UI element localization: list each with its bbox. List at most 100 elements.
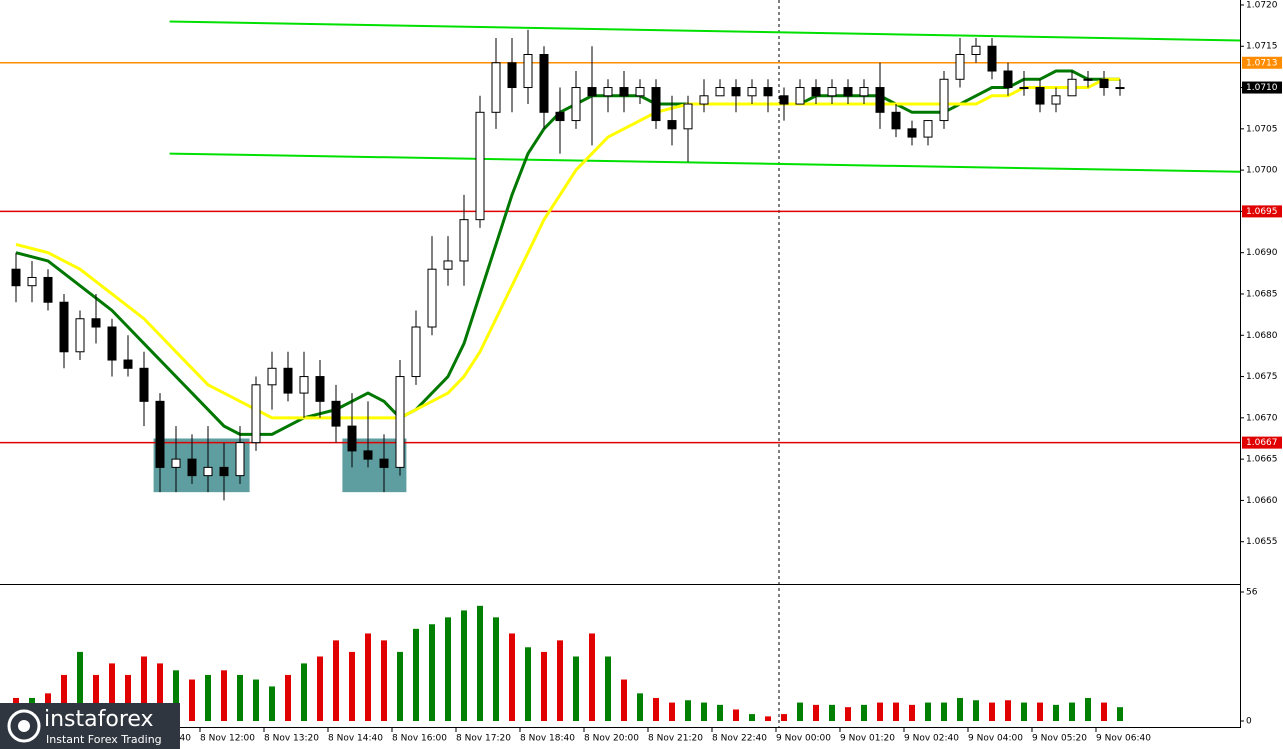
x-tick-label: 9 Nov 01:20 [840,734,895,744]
x-tick-label: 9 Nov 05:20 [1032,734,1087,744]
candle-body [475,111,485,221]
volume-bar [957,697,963,721]
y-tick-label: 1.0665 [1246,455,1278,465]
volume-tick-label: 56 [1246,588,1258,598]
candle-body [283,367,293,394]
candle-body [587,87,597,97]
volume-bar [685,700,691,721]
zone [153,438,250,493]
volume-bar [781,714,787,721]
candle-body [187,458,197,477]
candle-body [555,111,565,122]
volume-bar [1085,697,1091,721]
candle-body [955,54,965,80]
x-tick-label: 8 Nov 16:00 [392,734,447,744]
volume-bar [61,674,67,721]
volume-bar [397,651,403,721]
volume-bar [365,633,371,721]
candle-body [379,458,389,468]
candle-body [795,87,805,105]
candle-body [683,103,693,130]
logo-tagline: Instant Forex Trading [46,733,162,746]
volume-bar [733,709,739,721]
level-label-bg [1242,56,1282,69]
volume-bar [797,702,803,721]
x-tick-label: 8 Nov 12:00 [200,734,255,744]
level-label-bg [1242,436,1282,449]
volume-bar [749,714,755,721]
candle-body [987,45,997,72]
volume-bar [141,656,147,721]
candle-body [971,45,981,56]
volume-bar [77,651,83,721]
candle-body [1051,95,1061,105]
candle-body [507,62,517,89]
candle-body [843,87,853,97]
candle-body [331,400,341,427]
candle-body [1067,78,1077,97]
y-tick-label: 1.0720 [1246,0,1278,10]
candle-body [699,95,709,105]
volume-bar [1069,702,1075,721]
x-tick-label: 9 Nov 06:40 [1096,734,1151,744]
candle-body [427,268,437,328]
candle-body [1099,78,1109,89]
candle-body [443,260,453,270]
volume-bar [925,702,931,721]
y-tick-label: 1.0715 [1246,42,1278,52]
x-tick-label: 9 Nov 00:00 [776,734,831,744]
candle-body [1035,87,1045,105]
candle-body [891,111,901,130]
level-label-bg [1242,205,1282,218]
candle-body [219,466,229,477]
candle-body [763,87,773,97]
volume-bar [477,605,483,721]
x-tick-label: 8 Nov 22:40 [712,734,767,744]
volume-bar [541,651,547,721]
candle-body [619,87,629,97]
volume-bar [845,707,851,721]
volume-bar [605,656,611,721]
y-tick-label: 1.0685 [1246,289,1278,299]
volume-bar [509,633,515,721]
volume-bar [461,610,467,721]
candle-body [91,318,101,328]
level-label: 1.0667 [1246,438,1278,448]
volume-bar [893,702,899,721]
volume-bar [717,704,723,721]
volume-bar [701,702,707,721]
candle-body [923,120,933,138]
volume-bar [413,628,419,721]
volume-bar [429,624,435,721]
candle-body [267,367,277,386]
volume-bar [621,679,627,721]
logo-icon [7,709,41,743]
candle-body [235,442,245,477]
volume-bar [93,674,99,721]
volume-bar [1005,700,1011,721]
candle-body [59,301,69,353]
volume-bar [253,679,259,721]
candle-body [27,276,37,287]
volume-bar [989,702,995,721]
candle-body [1083,78,1093,81]
candle-body [859,87,869,97]
volume-bar [205,674,211,721]
volume-bar [109,663,115,721]
volume-bar [381,640,387,721]
candle-body [907,128,917,138]
volume-bar [125,674,131,721]
volume-bar [765,716,771,721]
x-tick-label: 8 Nov 18:40 [520,734,575,744]
volume-bar [941,702,947,721]
y-tick-label: 1.0670 [1246,413,1278,423]
candle-body [635,87,645,97]
volume-bar [1117,707,1123,721]
candle-body [299,376,309,394]
candle-body [747,87,757,97]
volume-bar [973,700,979,721]
volume-bar [573,656,579,721]
volume-bar [1021,702,1027,721]
candle-body [411,326,421,378]
